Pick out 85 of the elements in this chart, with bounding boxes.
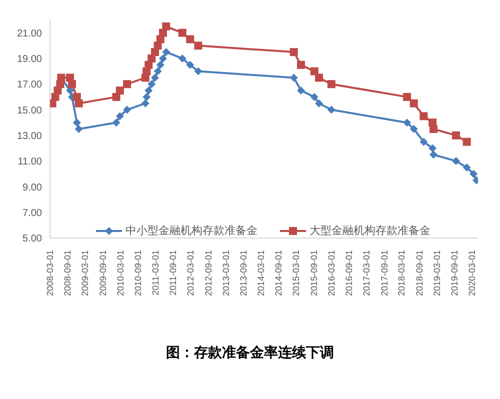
x-tick-label: 2011-09-01	[168, 250, 178, 296]
point	[186, 60, 194, 69]
point	[112, 118, 120, 127]
x-tick-label: 2014-03-01	[256, 250, 266, 296]
point	[154, 67, 162, 76]
x-tick-label: 2010-09-01	[133, 250, 144, 296]
point	[462, 138, 471, 146]
point	[410, 125, 418, 133]
point	[150, 74, 159, 82]
x-tick-label: 2013-03-01	[220, 250, 231, 296]
point	[194, 67, 202, 76]
x-tick-label: 2017-09-01	[379, 250, 390, 296]
x-tick-label: 2011-03-01	[150, 250, 160, 296]
point	[148, 80, 156, 88]
point	[74, 99, 83, 108]
point	[403, 118, 412, 127]
x-tick-label: 2009-09-01	[98, 250, 108, 296]
point	[327, 80, 336, 88]
legend-label: 中小型金融机构存款准备金	[126, 224, 258, 238]
y-tick-label: 19.00	[16, 54, 42, 66]
point	[296, 86, 305, 95]
point	[74, 125, 83, 133]
point	[142, 92, 151, 101]
point	[290, 74, 298, 82]
point	[430, 150, 438, 159]
point	[72, 118, 81, 127]
point	[452, 131, 460, 140]
point	[194, 42, 202, 50]
point	[314, 99, 323, 108]
point	[462, 163, 471, 172]
point	[178, 54, 186, 62]
text: 图：存款准备金率连续下调	[165, 344, 335, 362]
x-tick-label: 2008-09-01	[62, 250, 73, 296]
x-tick-label: 2018-03-01	[396, 250, 407, 296]
y-tick-label: 17.00	[16, 80, 42, 91]
point	[296, 60, 305, 69]
x-tick-label: 2020-03-01	[467, 250, 478, 296]
y-tick-label: 5.00	[22, 234, 42, 245]
x-tick-label: 2008-03-01	[45, 250, 55, 296]
point	[178, 28, 186, 37]
point	[123, 80, 132, 88]
x-tick-label: 2009-03-01	[80, 250, 90, 296]
point	[162, 22, 170, 30]
x-tick-label: 2013-09-01	[238, 250, 249, 296]
point	[156, 60, 164, 69]
point	[116, 86, 124, 95]
y-tick-label: 13.00	[16, 130, 42, 142]
legend-label: 大型金融机构存款准备金	[310, 224, 430, 238]
point	[420, 138, 428, 146]
x-tick-label: 2012-09-01	[203, 250, 214, 296]
point	[403, 92, 412, 101]
y-tick-label: 21.00	[16, 28, 42, 40]
point	[144, 86, 153, 95]
point	[428, 144, 437, 152]
x-tick-label: 2019-03-01	[432, 250, 442, 296]
x-tick-label: 2015-03-01	[291, 250, 302, 296]
point	[470, 170, 478, 178]
x-tick-label: 2010-03-01	[115, 250, 126, 296]
x-tick-label: 2016-09-01	[344, 250, 354, 296]
x-tick-label: 2012-03-01	[186, 250, 196, 296]
point	[430, 125, 438, 133]
y-tick-label: 7.00	[22, 208, 42, 219]
point	[314, 74, 323, 82]
point	[420, 112, 428, 120]
y-tick-label: 9.00	[22, 182, 42, 194]
y-tick-label: 11.00	[18, 156, 42, 168]
x-tick-label: 2017-03-01	[362, 250, 372, 296]
point	[123, 106, 132, 114]
x-tick-label: 2018-09-01	[414, 250, 424, 296]
x-tick-label: 2015-09-01	[308, 250, 319, 296]
point	[410, 99, 418, 108]
y-tick-label: 15.00	[16, 105, 42, 116]
point	[186, 35, 194, 44]
point	[158, 54, 167, 62]
x-tick-label: 2019-09-01	[450, 250, 460, 296]
x-tick-label: 2016-03-01	[326, 250, 336, 296]
point	[141, 99, 150, 108]
point	[162, 48, 170, 56]
x-tick-label: 2014-09-01	[274, 250, 284, 296]
point	[116, 112, 124, 120]
point	[452, 157, 460, 166]
point	[310, 92, 318, 101]
point	[290, 48, 298, 56]
point	[68, 80, 76, 88]
point	[327, 106, 336, 114]
